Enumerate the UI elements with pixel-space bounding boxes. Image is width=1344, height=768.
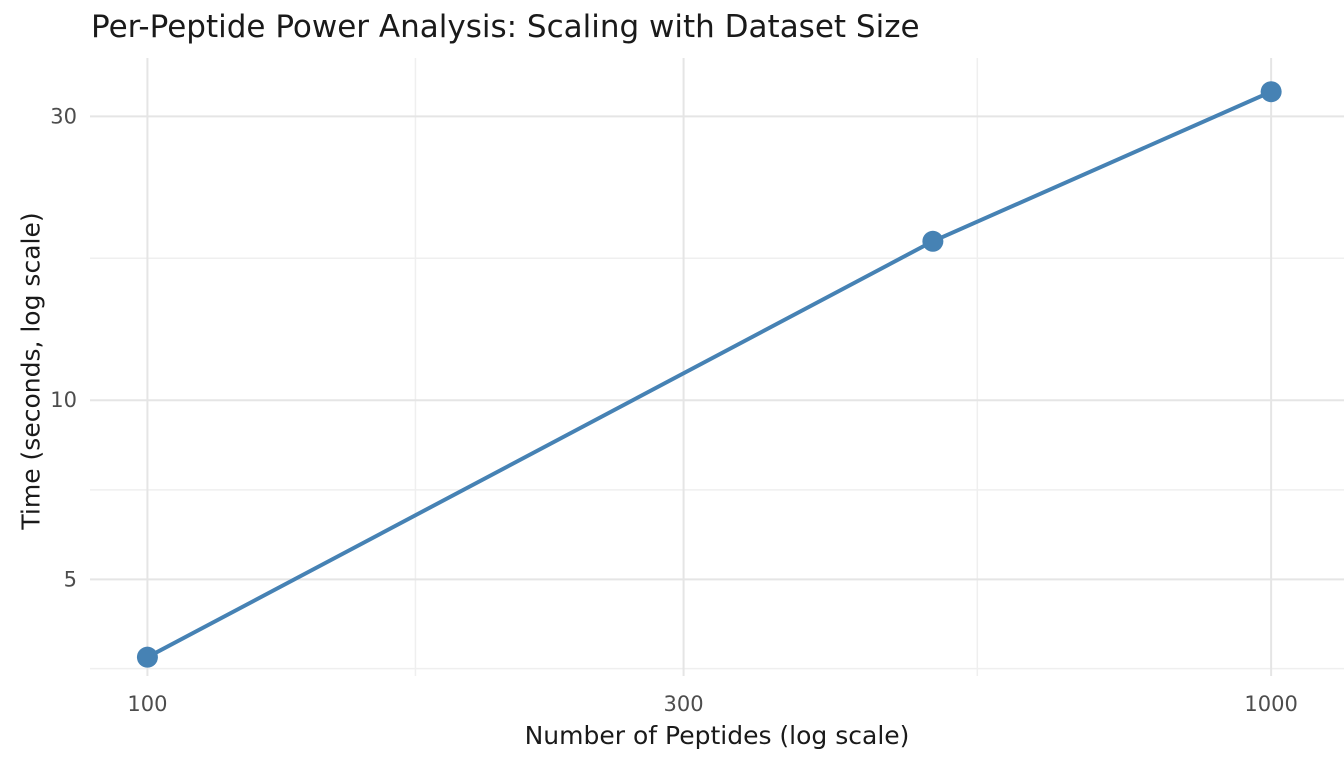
data-point	[136, 646, 158, 668]
data-point	[1260, 81, 1282, 103]
y-tick-label: 30	[50, 104, 77, 128]
data-point	[922, 230, 944, 252]
x-tick-label: 300	[664, 692, 704, 716]
chart-title: Per-Peptide Power Analysis: Scaling with…	[91, 9, 920, 45]
x-tick-label: 1000	[1244, 692, 1297, 716]
x-axis-label: Number of Peptides (log scale)	[524, 721, 910, 750]
x-tick-label: 100	[127, 692, 167, 716]
y-tick-label: 5	[64, 567, 77, 591]
y-tick-label: 10	[50, 388, 77, 412]
series-line	[145, 89, 1274, 660]
